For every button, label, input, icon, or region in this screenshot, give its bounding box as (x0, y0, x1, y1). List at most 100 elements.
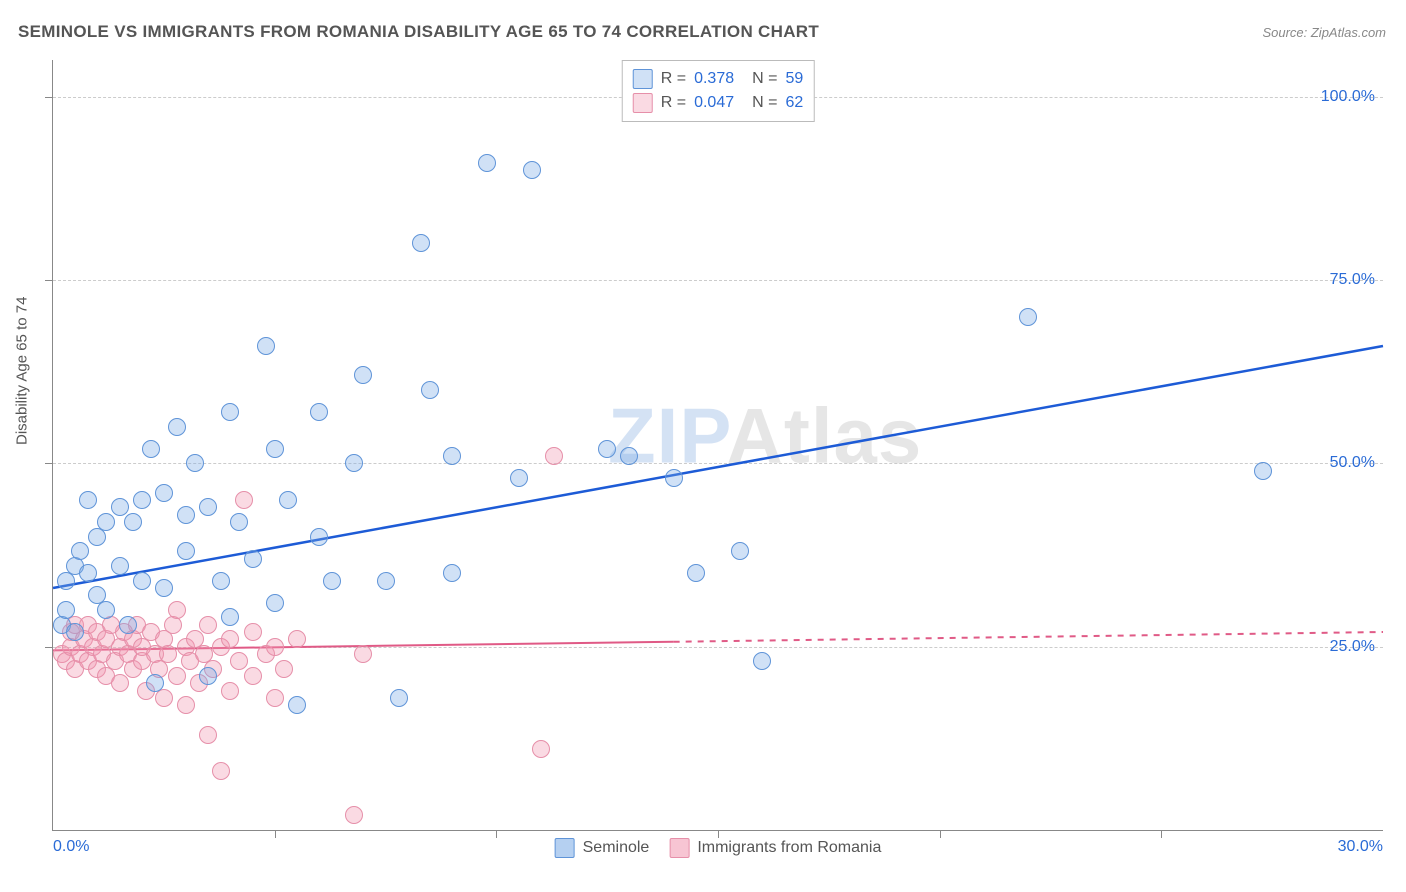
watermark-atlas: Atlas (727, 391, 923, 479)
point-seminole (79, 491, 97, 509)
point-romania (354, 645, 372, 663)
x-tick (718, 830, 719, 838)
point-seminole (177, 542, 195, 560)
point-romania (230, 652, 248, 670)
point-seminole (323, 572, 341, 590)
point-romania (235, 491, 253, 509)
point-seminole (111, 557, 129, 575)
point-seminole (168, 418, 186, 436)
stat-r-label: R = (661, 91, 686, 115)
point-romania (221, 630, 239, 648)
point-seminole (598, 440, 616, 458)
swatch-romania (633, 93, 653, 113)
legend-swatch-seminole (555, 838, 575, 858)
point-seminole (221, 608, 239, 626)
point-romania (266, 689, 284, 707)
point-seminole (186, 454, 204, 472)
point-seminole (279, 491, 297, 509)
y-tick (45, 647, 53, 648)
stats-row-romania: R = 0.047 N = 62 (633, 91, 804, 115)
point-seminole (412, 234, 430, 252)
point-seminole (687, 564, 705, 582)
point-seminole (97, 601, 115, 619)
point-seminole (97, 513, 115, 531)
point-seminole (665, 469, 683, 487)
point-seminole (345, 454, 363, 472)
y-tick (45, 280, 53, 281)
point-romania (545, 447, 563, 465)
legend-item-romania: Immigrants from Romania (669, 838, 881, 858)
point-seminole (142, 440, 160, 458)
x-tick (496, 830, 497, 838)
point-romania (266, 638, 284, 656)
watermark: ZIPAtlas (608, 390, 922, 481)
gridline-h (53, 647, 1383, 648)
chart-title: SEMINOLE VS IMMIGRANTS FROM ROMANIA DISA… (18, 22, 819, 42)
legend-label-romania: Immigrants from Romania (697, 839, 881, 857)
x-axis-max-label: 30.0% (1338, 838, 1383, 856)
legend-item-seminole: Seminole (555, 838, 650, 858)
point-seminole (421, 381, 439, 399)
gridline-h (53, 280, 1383, 281)
stats-legend-box: R = 0.378 N = 59 R = 0.047 N = 62 (622, 60, 815, 122)
stat-r-seminole: 0.378 (694, 67, 734, 91)
point-seminole (146, 674, 164, 692)
point-seminole (753, 652, 771, 670)
source-credit: Source: ZipAtlas.com (1262, 25, 1386, 40)
swatch-seminole (633, 69, 653, 89)
y-tick (45, 97, 53, 98)
y-axis-label: 25.0% (1330, 638, 1375, 656)
x-tick (275, 830, 276, 838)
point-seminole (57, 601, 75, 619)
point-seminole (443, 447, 461, 465)
point-romania (111, 674, 129, 692)
stat-n-seminole: 59 (785, 67, 803, 91)
point-seminole (133, 491, 151, 509)
stat-n-romania: 62 (785, 91, 803, 115)
point-seminole (731, 542, 749, 560)
point-seminole (620, 447, 638, 465)
point-romania (177, 696, 195, 714)
stat-n-label: N = (752, 67, 777, 91)
point-romania (168, 601, 186, 619)
y-axis-label: 100.0% (1321, 88, 1375, 106)
point-seminole (124, 513, 142, 531)
y-axis-title: Disability Age 65 to 74 (14, 297, 31, 445)
bottom-legend: Seminole Immigrants from Romania (555, 838, 882, 858)
point-seminole (310, 403, 328, 421)
point-romania (159, 645, 177, 663)
point-romania (345, 806, 363, 824)
point-romania (288, 630, 306, 648)
point-seminole (288, 696, 306, 714)
point-seminole (257, 337, 275, 355)
point-seminole (212, 572, 230, 590)
stat-n-label: N = (752, 91, 777, 115)
y-tick (45, 463, 53, 464)
stats-row-seminole: R = 0.378 N = 59 (633, 67, 804, 91)
legend-swatch-romania (669, 838, 689, 858)
point-seminole (221, 403, 239, 421)
point-seminole (1254, 462, 1272, 480)
x-tick (1161, 830, 1162, 838)
point-seminole (510, 469, 528, 487)
point-seminole (230, 513, 248, 531)
point-seminole (443, 564, 461, 582)
gridline-h (53, 463, 1383, 464)
point-seminole (310, 528, 328, 546)
point-seminole (177, 506, 195, 524)
point-romania (221, 682, 239, 700)
point-seminole (71, 542, 89, 560)
point-seminole (155, 579, 173, 597)
point-seminole (133, 572, 151, 590)
point-romania (532, 740, 550, 758)
point-seminole (111, 498, 129, 516)
point-seminole (79, 564, 97, 582)
point-seminole (199, 667, 217, 685)
y-axis-label: 50.0% (1330, 454, 1375, 472)
point-seminole (266, 594, 284, 612)
point-seminole (478, 154, 496, 172)
y-axis-label: 75.0% (1330, 271, 1375, 289)
x-tick (940, 830, 941, 838)
point-romania (199, 726, 217, 744)
point-romania (275, 660, 293, 678)
